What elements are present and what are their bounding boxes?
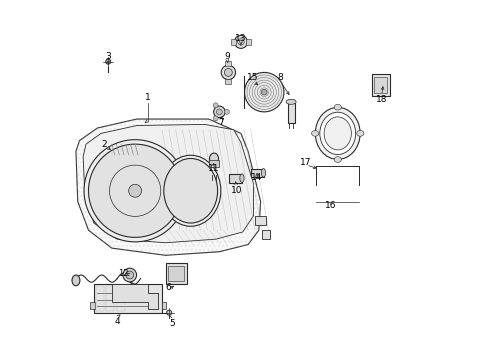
- Text: 11: 11: [207, 164, 219, 173]
- Ellipse shape: [84, 140, 186, 242]
- Text: 14: 14: [251, 173, 262, 182]
- Bar: [90, 302, 94, 309]
- Polygon shape: [112, 284, 158, 309]
- Text: 18: 18: [375, 95, 386, 104]
- Ellipse shape: [213, 106, 224, 118]
- Text: 2: 2: [101, 140, 106, 149]
- Ellipse shape: [315, 107, 360, 159]
- Ellipse shape: [244, 72, 284, 112]
- Ellipse shape: [72, 275, 80, 286]
- Ellipse shape: [216, 109, 222, 115]
- Ellipse shape: [234, 36, 247, 48]
- Bar: [117, 286, 125, 311]
- Bar: [209, 160, 218, 167]
- Ellipse shape: [333, 157, 341, 162]
- Bar: [373, 77, 386, 93]
- Ellipse shape: [105, 59, 110, 64]
- Ellipse shape: [356, 131, 363, 136]
- Text: 6: 6: [164, 283, 170, 292]
- Ellipse shape: [285, 99, 296, 104]
- Bar: [168, 266, 184, 281]
- Text: 8: 8: [277, 73, 283, 82]
- Polygon shape: [261, 230, 269, 239]
- Ellipse shape: [122, 268, 136, 282]
- Bar: [162, 302, 166, 309]
- Bar: [228, 174, 242, 183]
- Bar: [287, 103, 294, 123]
- Ellipse shape: [209, 153, 218, 164]
- Text: 7: 7: [218, 118, 224, 127]
- Text: 3: 3: [105, 52, 111, 61]
- Ellipse shape: [311, 131, 318, 136]
- Text: 13: 13: [235, 34, 246, 43]
- Bar: [230, 39, 235, 45]
- Ellipse shape: [166, 310, 171, 315]
- Ellipse shape: [88, 144, 182, 237]
- Bar: [165, 263, 187, 284]
- Ellipse shape: [224, 68, 232, 76]
- Circle shape: [213, 103, 218, 108]
- Ellipse shape: [319, 112, 355, 154]
- Circle shape: [128, 184, 142, 197]
- Bar: [246, 39, 251, 45]
- Ellipse shape: [261, 168, 265, 177]
- Text: 17: 17: [300, 158, 311, 167]
- Text: 16: 16: [324, 201, 336, 210]
- Text: 5: 5: [169, 319, 175, 328]
- Text: 12: 12: [118, 269, 129, 278]
- Text: 9: 9: [224, 52, 230, 61]
- Bar: [225, 78, 231, 84]
- Ellipse shape: [160, 155, 221, 226]
- Text: 10: 10: [230, 186, 242, 195]
- Bar: [371, 74, 389, 96]
- Polygon shape: [254, 216, 265, 225]
- Circle shape: [213, 116, 218, 121]
- Text: 15: 15: [247, 73, 258, 82]
- Bar: [96, 286, 103, 311]
- Bar: [250, 168, 263, 177]
- Circle shape: [261, 89, 266, 95]
- Polygon shape: [76, 119, 260, 255]
- Ellipse shape: [237, 39, 244, 45]
- Bar: [94, 284, 162, 313]
- Text: 1: 1: [144, 93, 150, 102]
- Ellipse shape: [239, 174, 244, 183]
- Ellipse shape: [221, 65, 235, 80]
- Ellipse shape: [163, 158, 217, 223]
- Bar: [106, 286, 114, 311]
- Text: 4: 4: [114, 317, 120, 326]
- Ellipse shape: [333, 104, 341, 110]
- Ellipse shape: [324, 117, 351, 150]
- Circle shape: [224, 109, 229, 114]
- Ellipse shape: [125, 271, 133, 279]
- Polygon shape: [83, 125, 253, 243]
- Bar: [225, 60, 231, 66]
